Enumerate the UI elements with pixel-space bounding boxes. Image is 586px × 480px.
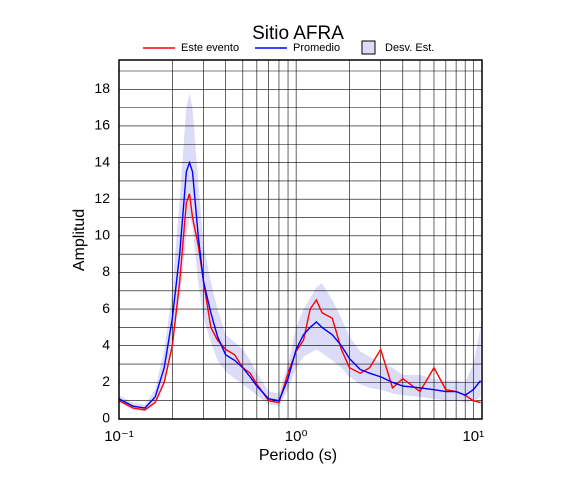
- y-tick-label: 16: [94, 117, 110, 133]
- std-band: [119, 92, 481, 412]
- x-tick-label: 10⁰: [285, 428, 308, 445]
- plot-frame: [118, 59, 483, 420]
- y-tick-label: 4: [102, 336, 110, 352]
- y-tick-label: 18: [94, 80, 110, 96]
- y-tick-label: 6: [102, 300, 110, 316]
- legend-label: Este evento: [181, 42, 239, 54]
- y-tick-label: 8: [102, 263, 110, 279]
- y-tick-label: 14: [94, 153, 110, 169]
- legend-swatch: [361, 40, 376, 55]
- x-tick-label: 10⁻¹: [104, 428, 134, 445]
- x-axis-label: Periodo (s): [259, 447, 337, 464]
- y-tick-label: 0: [102, 410, 110, 426]
- legend-label: Promedio: [293, 42, 340, 54]
- x-tick-label: 10¹: [462, 428, 484, 445]
- y-axis-label: Amplitud: [71, 209, 88, 271]
- legend-label: Desv. Est.: [385, 42, 434, 54]
- chart-title: Sitio AFRA: [252, 23, 344, 44]
- y-tick-label: 10: [94, 227, 110, 243]
- y-tick-label: 12: [94, 190, 110, 206]
- y-tick-label: 2: [102, 373, 110, 389]
- series-line: [118, 160, 482, 409]
